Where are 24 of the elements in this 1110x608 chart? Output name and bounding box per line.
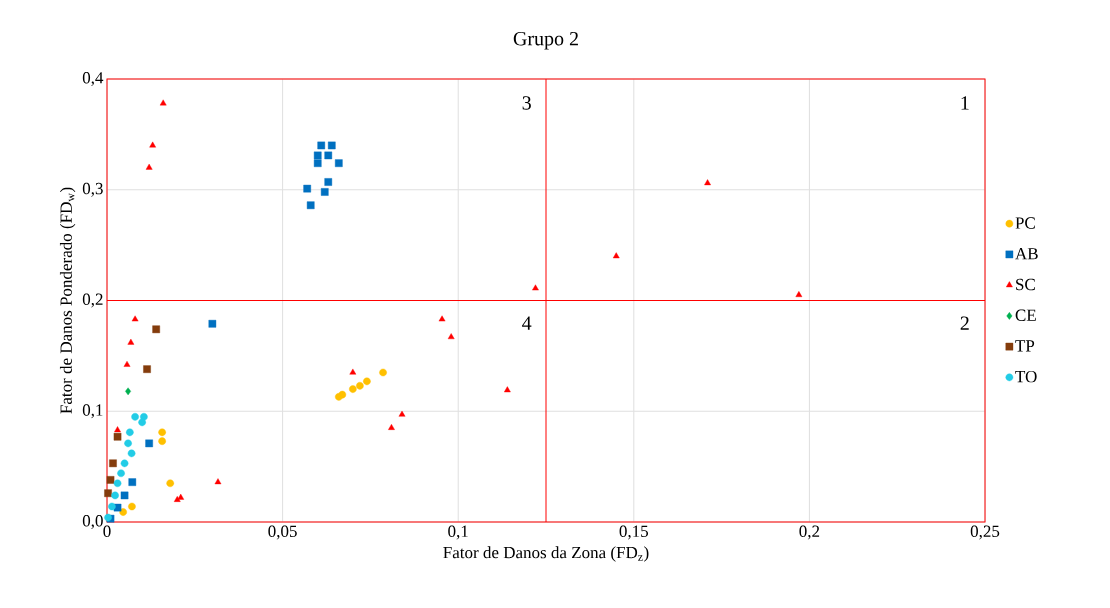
x-tick-label: 0,15 xyxy=(619,525,649,540)
y-tick-label: 0,0 xyxy=(82,515,103,529)
x-tick-label: 0,1 xyxy=(448,525,468,540)
annotation: 2 xyxy=(960,316,969,330)
y-axis-title: Fator de Danos Ponderado (FD$_{w}$) xyxy=(59,187,76,414)
legend-label: TP xyxy=(1015,340,1035,352)
legend-label: PC xyxy=(1015,217,1035,229)
annotation: 1 xyxy=(961,96,969,110)
annotation: 3 xyxy=(522,96,531,110)
legend-label: CE xyxy=(1015,309,1036,321)
y-tick-label: 0,4 xyxy=(82,72,104,86)
legend-label: SC xyxy=(1016,278,1035,291)
x-tick-label: 0,2 xyxy=(799,525,820,540)
annotation: 4 xyxy=(522,316,532,330)
chart-title: Grupo 2 xyxy=(513,31,578,50)
legend-label: AB xyxy=(1015,248,1038,260)
y-tick-label: 0,2 xyxy=(82,293,103,308)
x-tick-label: 0 xyxy=(103,525,111,538)
legend-label: TO xyxy=(1015,370,1037,383)
x-tick-label: 0,05 xyxy=(268,525,297,540)
x-tick-label: 0,25 xyxy=(970,525,1000,540)
y-tick-label: 0,1 xyxy=(82,404,103,419)
x-axis-title: Fator de Danos da Zona (FD$_{z}$) xyxy=(443,546,649,562)
y-tick-label: 0,3 xyxy=(82,182,103,197)
